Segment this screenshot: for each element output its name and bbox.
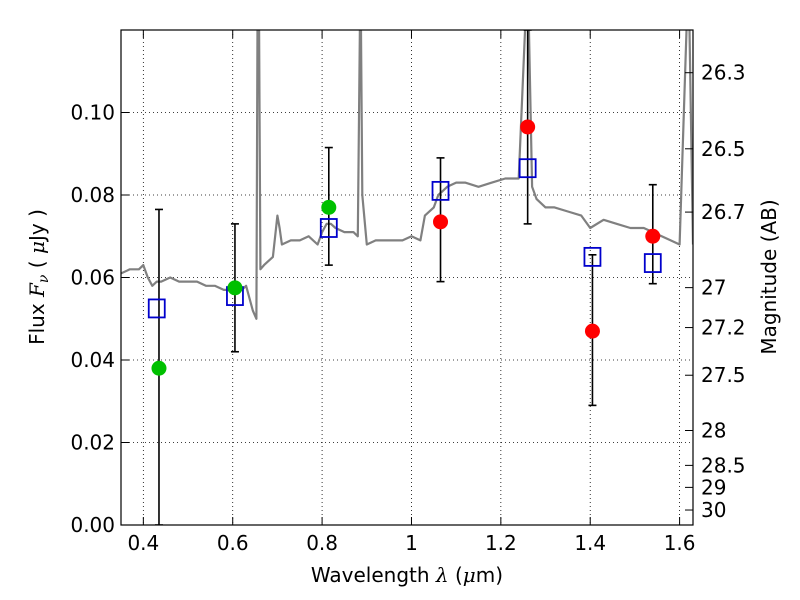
observed-point-green (321, 199, 337, 215)
y2-tick-label: 27.5 (701, 363, 746, 387)
y-tick-label: 0.02 (70, 431, 115, 455)
model-spectrum-line (121, 30, 693, 320)
observed-point-green (227, 280, 243, 296)
y-tick-label: 0.08 (70, 183, 115, 207)
tick-labels: 0.4 0.6 0.8 1 1.2 1.4 1.6 0.00 0.02 0.04 0.06 0.08 0… (70, 61, 745, 555)
tick-marks (121, 30, 693, 526)
x-tick-label: 0.4 (127, 531, 159, 555)
x-tick-label: 1 (405, 531, 418, 555)
observed-point-red (584, 323, 600, 339)
x-tick-label: 0.6 (217, 531, 249, 555)
y2-tick-label: 28 (701, 419, 726, 443)
y-tick-label: 0.06 (70, 266, 115, 290)
plot-content (121, 30, 693, 525)
x-tick-label: 0.8 (306, 531, 338, 555)
observed-point-green (151, 360, 167, 376)
y2-axis-label: Magnitude (AB) (757, 199, 781, 354)
model-photometry-box (643, 253, 662, 273)
y-tick-label: 0.00 (70, 513, 115, 537)
model-photometry-box (431, 180, 450, 201)
model-photometry-box (319, 218, 338, 238)
y2-tick-label: 27.2 (701, 316, 746, 340)
model-photometry-box (147, 298, 166, 319)
x-axis-label: Wavelength λ (μm) (311, 563, 503, 587)
x-tick-label: 1.2 (485, 531, 517, 555)
model-photometry-box (583, 246, 602, 267)
y2-tick-label: 27 (701, 276, 726, 300)
y2-tick-label: 26.5 (701, 137, 746, 161)
observed-point-red (520, 119, 536, 135)
plot-area (121, 30, 693, 525)
y-tick-label: 0.10 (70, 101, 115, 125)
y-axis-label: Flux Fν ( μJy ) (25, 209, 52, 345)
observed-point-red (645, 228, 661, 244)
y2-tick-label: 26.7 (701, 200, 746, 224)
y2-tick-label: 29 (701, 475, 726, 499)
x-tick-label: 1.6 (664, 531, 696, 555)
observed-point-red (433, 214, 449, 230)
model-photometry-box (518, 158, 537, 179)
x-tick-label: 1.4 (574, 531, 606, 555)
y2-tick-label: 28.5 (701, 453, 746, 477)
y2-tick-label: 30 (701, 498, 726, 522)
y2-tick-label: 26.3 (701, 61, 746, 85)
y-tick-label: 0.04 (70, 348, 115, 372)
